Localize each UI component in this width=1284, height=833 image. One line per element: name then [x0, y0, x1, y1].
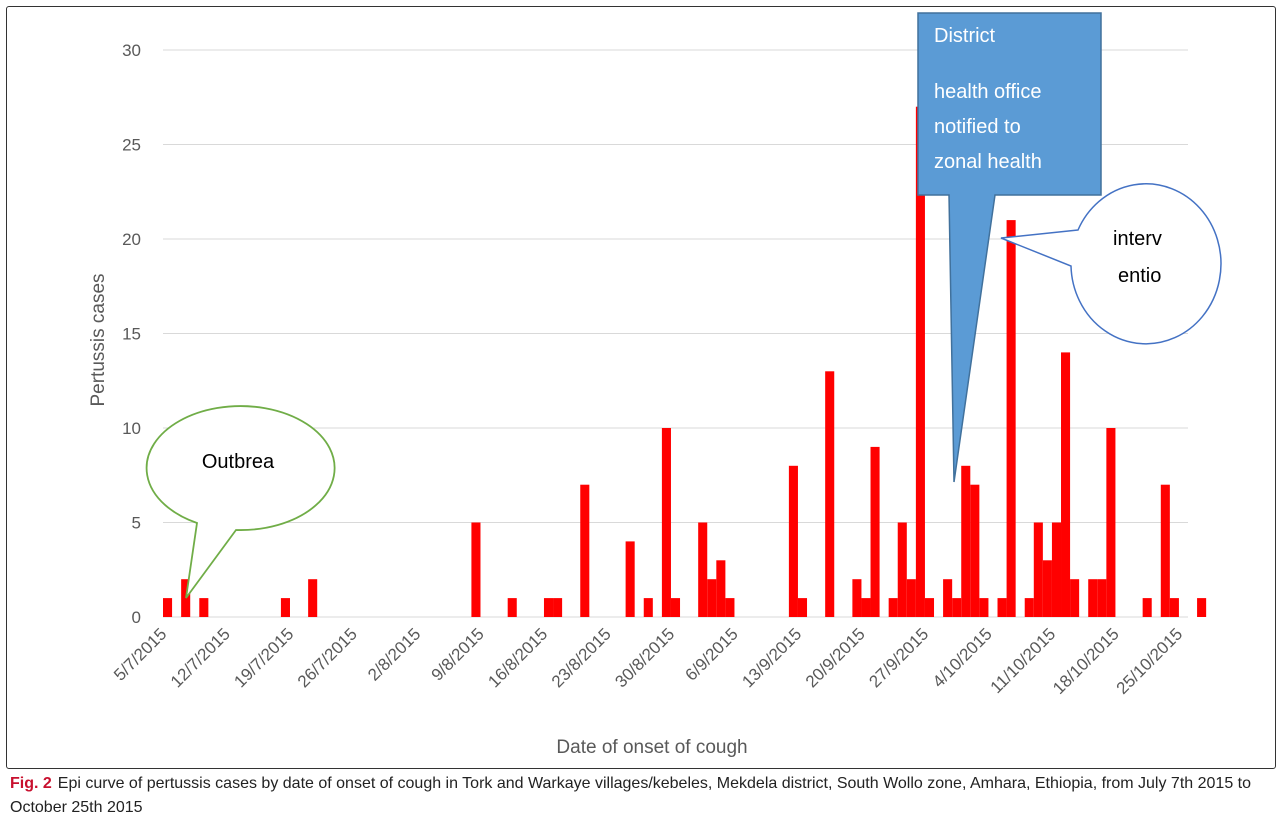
y-tick-label: 0 — [132, 608, 141, 627]
notification-callout-shape — [917, 12, 1102, 483]
bar — [1106, 428, 1116, 617]
x-tick-label: 11/10/2015 — [987, 624, 1060, 697]
bar — [1142, 598, 1152, 617]
bar — [163, 598, 173, 617]
bar — [1169, 598, 1179, 617]
intervention-callout-line-2: entio — [1118, 265, 1161, 287]
bar — [199, 598, 209, 617]
bar — [870, 446, 880, 617]
bar — [1033, 522, 1043, 617]
x-tick-label: 12/7/2015 — [167, 624, 234, 691]
x-tick-label: 4/10/2015 — [929, 624, 996, 691]
figure-caption: Fig. 2 Epi curve of pertussis cases by da… — [10, 772, 1272, 820]
x-tick-label: 9/8/2015 — [428, 624, 488, 684]
bar — [280, 598, 290, 617]
bar — [1097, 579, 1107, 617]
bar — [1197, 598, 1207, 617]
x-tick-label: 25/10/2015 — [1113, 624, 1187, 698]
bar — [1024, 598, 1034, 617]
bar — [1042, 560, 1052, 617]
bar — [915, 106, 925, 617]
bar — [1006, 220, 1016, 617]
y-tick-label: 20 — [122, 230, 141, 249]
y-tick-label: 30 — [122, 41, 141, 60]
bar — [643, 598, 653, 617]
x-tick-label: 27/9/2015 — [865, 624, 932, 691]
x-axis-label: Date of onset of cough — [556, 737, 747, 758]
bar — [906, 579, 916, 617]
y-tick-label: 25 — [122, 136, 141, 155]
intervention-callout: interv entio — [1000, 183, 1222, 345]
bar — [1051, 522, 1062, 617]
caption-text: Epi curve of pertussis cases by date of … — [10, 775, 1251, 816]
x-tick-label: 20/9/2015 — [802, 624, 869, 691]
y-axis-label: Pertussis cases — [88, 273, 109, 406]
figure-label: Fig. 2 — [10, 775, 52, 792]
bar — [979, 598, 989, 617]
bar — [661, 428, 671, 617]
notification-callout: District health office notified to zonal… — [917, 12, 1102, 483]
notification-callout-line-1: District — [934, 25, 996, 47]
bar — [625, 541, 635, 617]
bar — [716, 560, 726, 617]
bar — [698, 522, 708, 617]
y-tick-label: 5 — [132, 514, 141, 533]
bar — [308, 579, 318, 617]
bar — [861, 598, 871, 617]
bar — [997, 598, 1007, 617]
bars — [163, 106, 1207, 617]
bar — [952, 598, 962, 617]
bar — [553, 598, 563, 617]
x-tick-label: 26/7/2015 — [294, 624, 361, 691]
x-tick-label: 18/10/2015 — [1049, 624, 1123, 698]
bar — [507, 598, 517, 617]
bar — [580, 484, 590, 617]
intervention-callout-line-1: interv — [1113, 228, 1162, 250]
bar — [797, 598, 808, 617]
bar — [897, 522, 907, 617]
bar — [725, 598, 735, 617]
x-tick-label: 6/9/2015 — [682, 624, 742, 684]
bar — [1160, 484, 1170, 617]
intervention-callout-shape — [1000, 183, 1222, 345]
bar — [825, 371, 835, 617]
x-tick-label: 5/7/2015 — [110, 624, 170, 684]
outbreak-callout-shape — [145, 405, 336, 599]
x-tick-label: 13/9/2015 — [738, 624, 805, 691]
outbreak-callout: Outbrea — [145, 405, 336, 599]
bar — [924, 598, 935, 617]
y-axis-ticks: 0 5 10 15 20 25 30 — [122, 41, 141, 627]
x-tick-label: 16/8/2015 — [484, 624, 551, 691]
x-tick-label: 19/7/2015 — [230, 624, 297, 691]
bar — [961, 465, 971, 617]
bar — [1070, 579, 1080, 617]
bar — [943, 579, 953, 617]
notification-callout-line-3: notified to — [934, 116, 1021, 138]
x-tick-label: 2/8/2015 — [364, 624, 424, 684]
bar — [707, 579, 717, 617]
bar — [471, 522, 481, 617]
bar — [852, 579, 862, 617]
bar — [888, 598, 898, 617]
bar — [670, 598, 681, 617]
bar — [1088, 579, 1098, 617]
y-tick-label: 15 — [122, 325, 141, 344]
bar — [970, 484, 980, 617]
chart-frame — [6, 6, 1276, 769]
bar — [543, 598, 554, 617]
x-tick-label: 23/8/2015 — [548, 624, 615, 691]
outbreak-callout-text: Outbrea — [202, 451, 275, 473]
bar — [1061, 352, 1071, 617]
notification-callout-line-2: health office — [934, 81, 1042, 103]
bar — [788, 465, 798, 617]
notification-callout-line-4: zonal health — [934, 151, 1042, 173]
x-tick-label: 30/8/2015 — [611, 624, 678, 691]
y-tick-label: 10 — [122, 419, 141, 438]
